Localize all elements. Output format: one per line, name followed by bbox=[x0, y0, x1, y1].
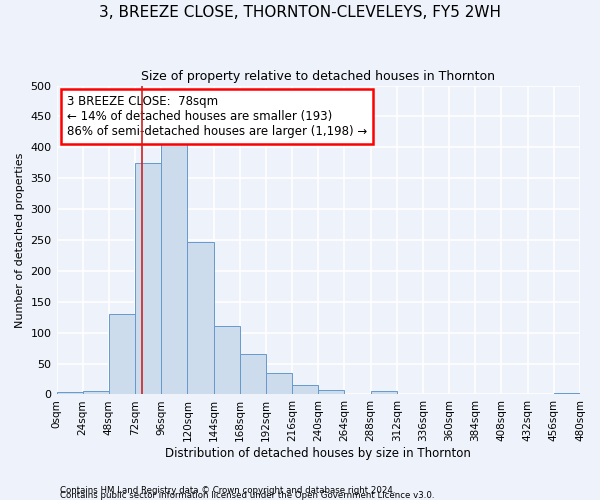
Y-axis label: Number of detached properties: Number of detached properties bbox=[15, 152, 25, 328]
Bar bbox=[187, 242, 214, 394]
Title: Size of property relative to detached houses in Thornton: Size of property relative to detached ho… bbox=[141, 70, 495, 83]
Bar bbox=[371, 391, 397, 394]
Text: Contains HM Land Registry data © Crown copyright and database right 2024.: Contains HM Land Registry data © Crown c… bbox=[60, 486, 395, 495]
Text: 3 BREEZE CLOSE:  78sqm
← 14% of detached houses are smaller (193)
86% of semi-de: 3 BREEZE CLOSE: 78sqm ← 14% of detached … bbox=[67, 95, 367, 138]
X-axis label: Distribution of detached houses by size in Thornton: Distribution of detached houses by size … bbox=[166, 447, 471, 460]
Bar bbox=[109, 314, 135, 394]
Text: Contains public sector information licensed under the Open Government Licence v3: Contains public sector information licen… bbox=[60, 491, 434, 500]
Bar bbox=[292, 385, 318, 394]
Bar bbox=[240, 354, 266, 395]
Bar bbox=[83, 392, 109, 394]
Bar bbox=[214, 326, 240, 394]
Bar bbox=[135, 163, 161, 394]
Bar bbox=[554, 392, 580, 394]
Text: 3, BREEZE CLOSE, THORNTON-CLEVELEYS, FY5 2WH: 3, BREEZE CLOSE, THORNTON-CLEVELEYS, FY5… bbox=[99, 5, 501, 20]
Bar bbox=[266, 373, 292, 394]
Bar bbox=[318, 390, 344, 394]
Bar bbox=[161, 138, 187, 394]
Bar bbox=[56, 392, 83, 394]
